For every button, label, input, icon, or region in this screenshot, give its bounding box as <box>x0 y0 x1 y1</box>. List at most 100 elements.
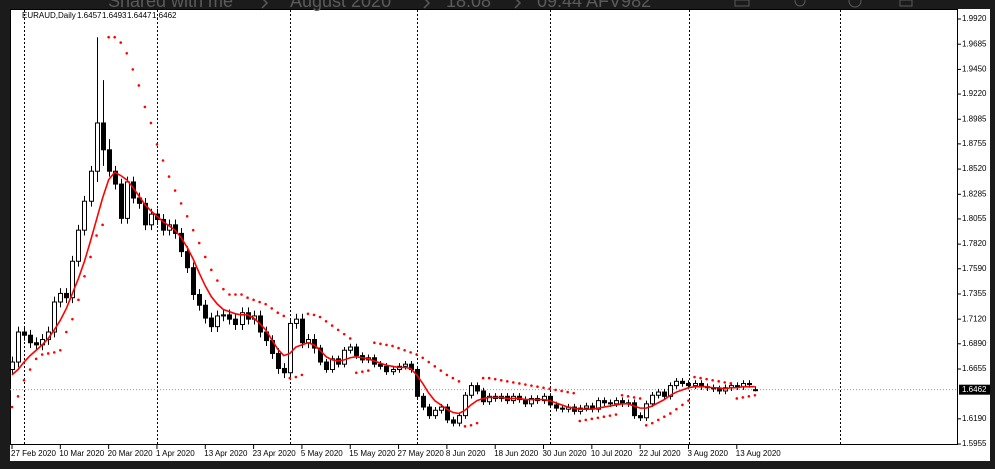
toolbar-icon[interactable] <box>848 0 862 8</box>
y-tick-label: 1.8285 <box>962 189 987 198</box>
breadcrumb-item[interactable]: August 2020 <box>290 0 391 11</box>
candle-body <box>227 314 232 320</box>
sar-dot <box>699 376 702 380</box>
sar-dot <box>650 421 654 425</box>
candle-body <box>439 406 444 411</box>
x-tick-label: 10 Mar 2020 <box>59 449 104 458</box>
candle-body <box>475 385 480 392</box>
candle-body <box>662 391 667 397</box>
candle-body <box>415 369 420 397</box>
candle-body <box>209 317 214 328</box>
moving-average <box>11 171 755 415</box>
sar-dot <box>729 382 733 385</box>
breadcrumb-item[interactable]: 18:08 <box>446 0 491 11</box>
sar-dot <box>433 365 437 368</box>
sar-dot <box>451 376 455 380</box>
sar-dot <box>536 385 539 388</box>
toolbar-icon[interactable] <box>794 0 806 7</box>
candle-body <box>149 213 154 226</box>
sar-dot <box>197 241 201 245</box>
y-tick-label: 1.7355 <box>962 289 987 298</box>
candle-body <box>674 380 679 387</box>
candle-body <box>542 395 547 402</box>
sar-dot <box>566 390 569 394</box>
breadcrumb-item[interactable]: 09:44 AFV982 <box>537 0 651 11</box>
sar-dot <box>367 369 370 372</box>
sar-dot <box>288 376 292 380</box>
candle-body <box>680 380 685 384</box>
y-tick-label: 1.8755 <box>962 139 987 148</box>
sar-dot <box>524 383 527 386</box>
breadcrumb: Shared with me August 2020 18:08 09:44 A… <box>108 0 913 11</box>
sar-dot <box>71 317 74 321</box>
sar-dot <box>626 395 630 398</box>
sar-dot <box>632 396 636 399</box>
sar-dot <box>40 353 44 356</box>
y-tick-label: 1.6655 <box>962 364 987 373</box>
sar-dot <box>457 380 461 383</box>
x-tick-label: 22 Jul 2020 <box>639 449 681 458</box>
x-tick-label: 18 Jun 2020 <box>494 449 539 458</box>
candle-body <box>58 292 63 303</box>
sar-dot <box>705 377 708 381</box>
x-tick-label: 3 Aug 2020 <box>687 449 728 458</box>
parabolic-sar <box>10 35 757 428</box>
sar-dot <box>89 255 92 259</box>
candle-body <box>89 170 94 202</box>
toolbar-icon[interactable] <box>899 0 913 7</box>
sar-dot <box>143 105 147 109</box>
candle-body <box>378 363 383 367</box>
candle-body <box>735 385 740 388</box>
sar-dot <box>10 405 14 409</box>
sar-dot <box>463 425 467 428</box>
candle-body <box>421 395 426 408</box>
candle-body <box>632 402 637 417</box>
sar-dot <box>445 373 449 377</box>
sar-dot <box>222 287 225 291</box>
sar-dot <box>107 35 110 39</box>
sar-dot <box>693 375 696 379</box>
sar-dot <box>77 298 80 302</box>
sar-dot <box>173 189 177 192</box>
candle-body <box>668 385 673 397</box>
sar-dot <box>119 41 123 44</box>
candle-body <box>288 322 293 374</box>
sar-dot <box>83 274 86 278</box>
sar-dot <box>638 397 642 400</box>
sar-dot <box>481 376 485 380</box>
sar-dot <box>125 52 129 55</box>
candle-body <box>614 400 619 405</box>
candle-body <box>203 304 208 319</box>
sar-dot <box>22 378 26 382</box>
sar-dot <box>675 407 678 411</box>
sar-dot <box>185 214 189 218</box>
header-close: 1.6462 <box>152 11 177 20</box>
candle-body <box>82 200 87 231</box>
candle-body <box>113 170 118 185</box>
candle-body <box>403 363 408 367</box>
candle-body <box>481 390 486 403</box>
candle-body <box>686 382 691 387</box>
sar-dot <box>717 380 720 383</box>
candle-body <box>282 367 287 374</box>
sar-dot <box>34 357 38 361</box>
sar-dot <box>421 356 425 360</box>
breadcrumb-item[interactable]: Shared with me <box>108 0 233 11</box>
candle-body <box>596 400 601 410</box>
toolbar-icon[interactable] <box>734 0 750 7</box>
candle-body <box>457 415 462 424</box>
candle-body <box>753 389 758 392</box>
candle-body <box>747 382 752 386</box>
sar-dot <box>505 380 509 383</box>
sar-dot <box>427 360 431 364</box>
x-tick-label: 27 Feb 2020 <box>11 449 56 458</box>
x-tick-label: 5 May 2020 <box>301 449 343 458</box>
sar-dot <box>512 381 515 384</box>
sar-dot <box>560 389 563 393</box>
candle-body <box>34 342 39 346</box>
candle-body <box>650 394 655 405</box>
candle-body <box>197 293 202 306</box>
candle-body <box>125 181 130 219</box>
sar-dot <box>723 381 727 384</box>
